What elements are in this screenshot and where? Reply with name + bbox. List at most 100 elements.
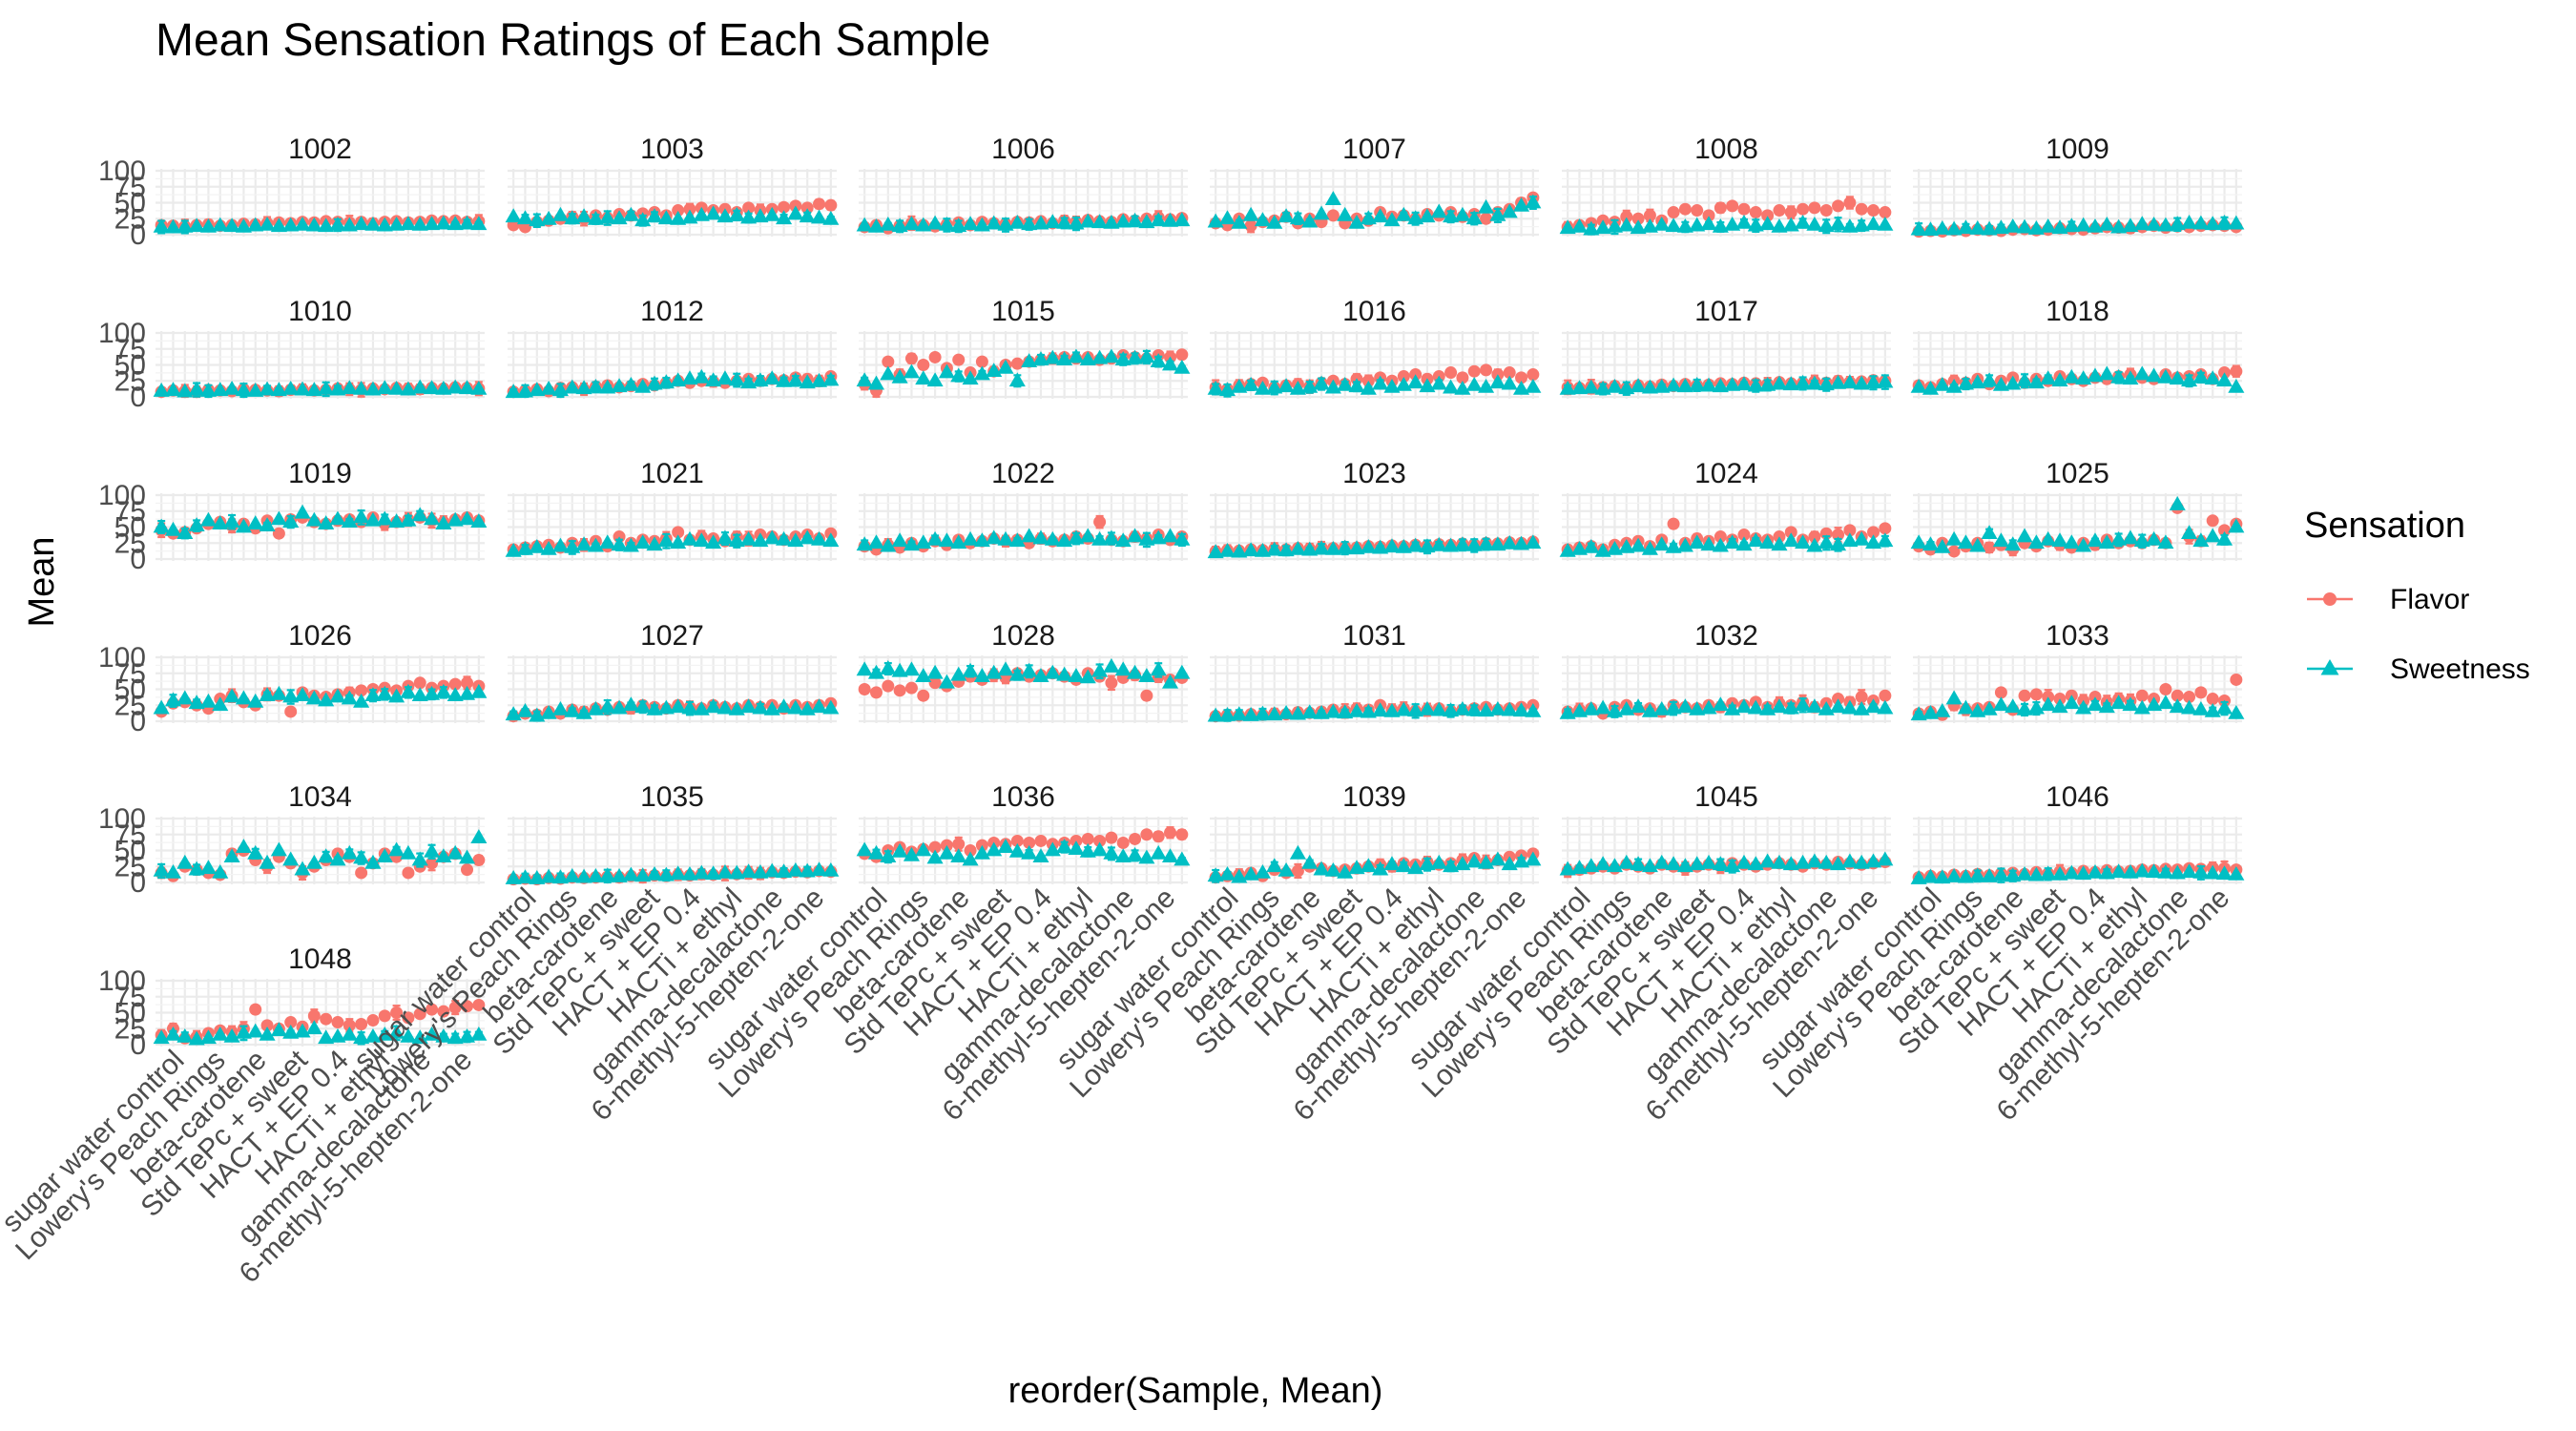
point-sweetness bbox=[1383, 538, 1401, 553]
point-sweetness bbox=[424, 510, 441, 526]
point-sweetness bbox=[915, 370, 932, 385]
point-sweetness bbox=[1138, 348, 1155, 363]
point-sweetness bbox=[752, 863, 769, 879]
point-sweetness bbox=[1771, 536, 1788, 551]
facet-panel-1008: 1008 bbox=[1559, 134, 1894, 237]
point-sweetness bbox=[1841, 853, 1859, 868]
point-sweetness bbox=[1313, 861, 1330, 876]
facet-label-1032: 1032 bbox=[1694, 620, 1758, 652]
point-sweetness bbox=[1174, 359, 1191, 374]
point-sweetness bbox=[1324, 703, 1341, 718]
point-sweetness bbox=[1430, 203, 1447, 218]
point-sweetness bbox=[551, 206, 569, 221]
point-sweetness bbox=[1969, 702, 1986, 717]
point-sweetness bbox=[1454, 536, 1471, 551]
point-sweetness bbox=[529, 212, 546, 227]
point-sweetness bbox=[2157, 863, 2174, 879]
point-sweetness bbox=[505, 208, 522, 223]
point-sweetness bbox=[1759, 853, 1776, 868]
point-flavor bbox=[2230, 364, 2243, 378]
facet-label-1009: 1009 bbox=[2046, 134, 2109, 165]
point-sweetness bbox=[1419, 538, 1436, 553]
point-sweetness bbox=[1910, 534, 1927, 550]
point-sweetness bbox=[2005, 698, 2022, 714]
point-sweetness bbox=[1383, 212, 1401, 227]
facet-label-1022: 1022 bbox=[991, 458, 1055, 489]
y-tick-label: 75 bbox=[114, 658, 146, 690]
point-sweetness bbox=[1969, 537, 1986, 552]
point-sweetness bbox=[235, 218, 252, 233]
point-sweetness bbox=[693, 864, 710, 880]
point-flavor bbox=[307, 1009, 321, 1023]
point-sweetness bbox=[926, 372, 944, 387]
point-flavor bbox=[1081, 832, 1094, 845]
point-sweetness bbox=[903, 846, 920, 861]
point-sweetness bbox=[199, 218, 217, 233]
facet-panel-1015: 1015 bbox=[856, 296, 1191, 399]
point-sweetness bbox=[411, 851, 428, 866]
point-sweetness bbox=[867, 218, 885, 233]
point-sweetness bbox=[2063, 534, 2080, 550]
point-sweetness bbox=[2157, 217, 2174, 232]
point-sweetness bbox=[1945, 530, 1963, 546]
point-sweetness bbox=[903, 216, 920, 231]
point-sweetness bbox=[1114, 213, 1132, 228]
point-sweetness bbox=[282, 513, 300, 528]
y-tick-label: 75 bbox=[114, 172, 146, 203]
y-tick-label: 25 bbox=[114, 851, 146, 882]
point-sweetness bbox=[962, 530, 979, 546]
point-sweetness bbox=[294, 504, 311, 519]
facet-panel-1039: 1039 bbox=[1207, 781, 1542, 884]
point-sweetness bbox=[1724, 376, 1741, 391]
point-sweetness bbox=[2181, 214, 2198, 229]
point-flavor bbox=[928, 840, 942, 854]
point-flavor bbox=[893, 684, 906, 697]
point-sweetness bbox=[1443, 208, 1460, 223]
point-sweetness bbox=[1465, 853, 1483, 868]
point-flavor bbox=[683, 202, 696, 216]
point-flavor bbox=[1326, 209, 1340, 222]
point-sweetness bbox=[2016, 865, 2033, 881]
point-sweetness bbox=[294, 687, 311, 702]
point-sweetness bbox=[1818, 218, 1835, 233]
point-flavor bbox=[1947, 545, 1961, 558]
point-sweetness bbox=[2215, 865, 2233, 881]
point-sweetness bbox=[2228, 518, 2245, 533]
point-flavor bbox=[331, 1016, 344, 1029]
point-sweetness bbox=[717, 370, 734, 385]
point-sweetness bbox=[1806, 375, 1823, 390]
point-flavor bbox=[928, 350, 942, 363]
point-flavor bbox=[778, 200, 791, 214]
point-sweetness bbox=[153, 518, 170, 533]
point-sweetness bbox=[376, 685, 393, 700]
point-sweetness bbox=[1324, 191, 1341, 205]
point-sweetness bbox=[1630, 698, 1647, 714]
point-sweetness bbox=[1161, 356, 1179, 371]
point-flavor bbox=[390, 1006, 404, 1019]
point-sweetness bbox=[2051, 698, 2068, 714]
point-sweetness bbox=[1478, 378, 1495, 393]
point-sweetness bbox=[1313, 205, 1330, 220]
point-sweetness bbox=[1747, 699, 1764, 715]
facet-label-1028: 1028 bbox=[991, 620, 1055, 652]
point-sweetness bbox=[1242, 706, 1259, 721]
point-sweetness bbox=[470, 380, 488, 395]
point-sweetness bbox=[1676, 218, 1693, 233]
point-sweetness bbox=[1254, 380, 1271, 395]
point-sweetness bbox=[1032, 529, 1049, 545]
y-tick-label: 100 bbox=[98, 318, 146, 349]
point-sweetness bbox=[657, 699, 675, 715]
point-sweetness bbox=[950, 666, 967, 681]
point-sweetness bbox=[1653, 700, 1671, 716]
point-sweetness bbox=[1127, 846, 1144, 861]
point-sweetness bbox=[1735, 854, 1753, 869]
point-sweetness bbox=[458, 685, 476, 700]
point-sweetness bbox=[364, 216, 382, 231]
point-sweetness bbox=[1289, 705, 1306, 720]
point-sweetness bbox=[564, 210, 581, 225]
point-flavor bbox=[2206, 514, 2219, 528]
y-tick-label: 0 bbox=[130, 219, 146, 251]
point-sweetness bbox=[1641, 702, 1658, 717]
point-flavor bbox=[437, 1005, 450, 1018]
point-sweetness bbox=[247, 382, 264, 397]
